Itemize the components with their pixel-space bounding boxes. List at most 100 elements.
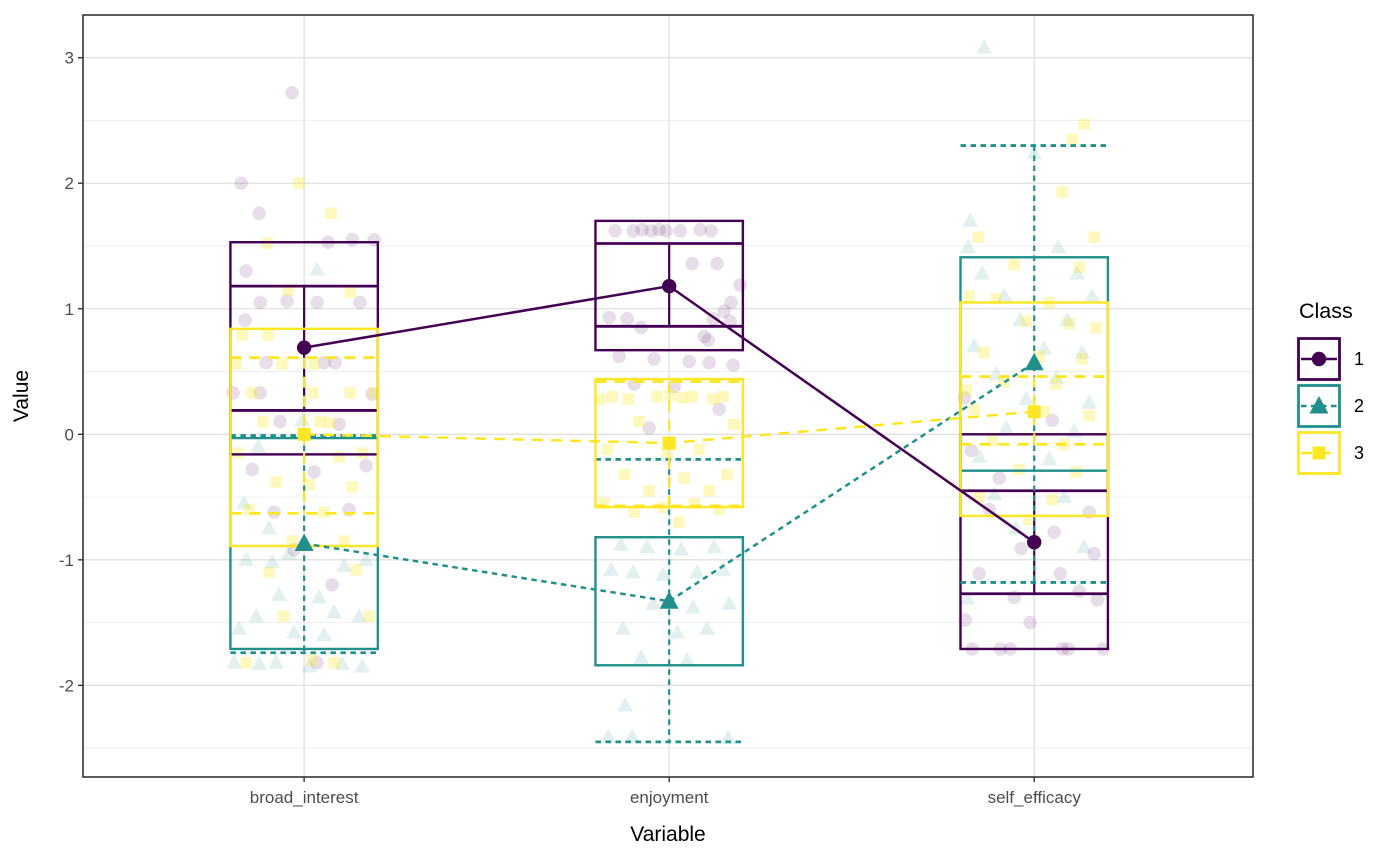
raw-point xyxy=(251,655,268,671)
raw-point xyxy=(336,557,353,573)
raw-point xyxy=(652,222,666,237)
raw-point xyxy=(236,329,248,341)
raw-point xyxy=(600,728,617,743)
raw-point xyxy=(972,566,987,581)
raw-point xyxy=(986,434,998,447)
raw-point xyxy=(338,535,350,547)
raw-point xyxy=(685,599,702,614)
raw-point xyxy=(310,655,324,670)
raw-point xyxy=(286,535,298,547)
raw-point xyxy=(1073,261,1085,274)
raw-point xyxy=(1081,394,1098,409)
raw-point xyxy=(963,290,975,302)
raw-point xyxy=(1053,566,1068,581)
raw-point xyxy=(686,390,698,403)
y-tick-label: -2 xyxy=(59,676,74,695)
mean-marker xyxy=(294,533,314,552)
raw-point xyxy=(363,610,375,623)
raw-point xyxy=(972,231,984,243)
mean-marker xyxy=(296,340,312,355)
raw-point xyxy=(1023,615,1038,630)
raw-point xyxy=(639,538,656,554)
y-tick-label: 2 xyxy=(65,174,74,193)
raw-point xyxy=(598,497,610,510)
raw-point xyxy=(1083,409,1095,422)
raw-point xyxy=(286,624,303,639)
raw-point xyxy=(702,355,716,370)
legend: Class 1 2 3 xyxy=(1297,299,1364,478)
raw-point xyxy=(350,564,362,576)
raw-point xyxy=(359,458,373,473)
raw-point xyxy=(973,491,985,503)
raw-point xyxy=(971,448,988,463)
raw-point xyxy=(354,658,371,673)
raw-point xyxy=(264,553,281,569)
raw-point xyxy=(1026,144,1043,160)
raw-point xyxy=(724,295,738,310)
raw-point xyxy=(353,295,367,310)
legend-item-class-3: 3 xyxy=(1297,431,1364,475)
raw-point xyxy=(253,386,267,400)
class-3-layer xyxy=(229,301,1110,548)
raw-point xyxy=(673,516,685,528)
raw-point xyxy=(693,222,707,237)
raw-point xyxy=(268,654,285,669)
raw-point xyxy=(263,566,275,579)
raw-point xyxy=(723,314,737,329)
mean-marker xyxy=(659,591,679,609)
raw-point xyxy=(664,389,676,402)
raw-point xyxy=(697,329,711,344)
raw-point xyxy=(1038,405,1050,418)
raw-point xyxy=(667,379,681,394)
raw-point xyxy=(1050,238,1067,254)
raw-point xyxy=(314,415,326,428)
raw-point xyxy=(325,207,337,220)
legend-item-class-1: 1 xyxy=(1297,337,1364,381)
scatter-class-3 xyxy=(230,118,1102,669)
raw-point xyxy=(615,620,632,635)
raw-point xyxy=(306,654,318,667)
raw-point xyxy=(704,224,718,238)
raw-point xyxy=(1033,350,1045,363)
legend-key-class-3 xyxy=(1297,431,1341,475)
raw-point xyxy=(1090,593,1105,607)
mean-markers-class-1 xyxy=(296,278,1042,550)
raw-point xyxy=(1050,378,1062,390)
raw-point xyxy=(689,563,706,579)
raw-point xyxy=(606,390,618,403)
raw-point xyxy=(1070,466,1082,478)
raw-point xyxy=(328,355,342,370)
sd-box xyxy=(594,536,745,667)
raw-point xyxy=(617,696,634,712)
raw-point xyxy=(1066,133,1078,146)
raw-point xyxy=(257,415,269,428)
raw-point xyxy=(996,287,1013,303)
raw-point xyxy=(309,261,326,276)
raw-point xyxy=(1072,584,1087,599)
raw-point xyxy=(236,494,253,510)
raw-point xyxy=(334,655,351,671)
raw-point xyxy=(647,352,661,366)
raw-point xyxy=(959,590,976,605)
raw-point xyxy=(328,657,340,669)
raw-point xyxy=(612,349,626,364)
raw-point xyxy=(1076,353,1088,365)
raw-point xyxy=(960,384,972,397)
raw-point xyxy=(1059,311,1076,327)
raw-point xyxy=(998,419,1015,435)
raw-point xyxy=(622,393,634,405)
raw-point xyxy=(635,222,649,237)
raw-point xyxy=(259,355,273,370)
mean-markers-class-3 xyxy=(297,405,1041,450)
mean-marker xyxy=(1027,405,1041,419)
raw-point xyxy=(1056,488,1073,504)
raw-point xyxy=(358,551,375,566)
raw-point xyxy=(280,294,294,309)
scatter-class-2 xyxy=(226,39,1101,745)
raw-point xyxy=(1069,265,1086,280)
raw-point xyxy=(673,224,687,238)
raw-point xyxy=(240,657,252,669)
legend-key-marker xyxy=(1309,396,1329,414)
raw-point xyxy=(346,481,358,493)
raw-point xyxy=(1012,311,1029,327)
